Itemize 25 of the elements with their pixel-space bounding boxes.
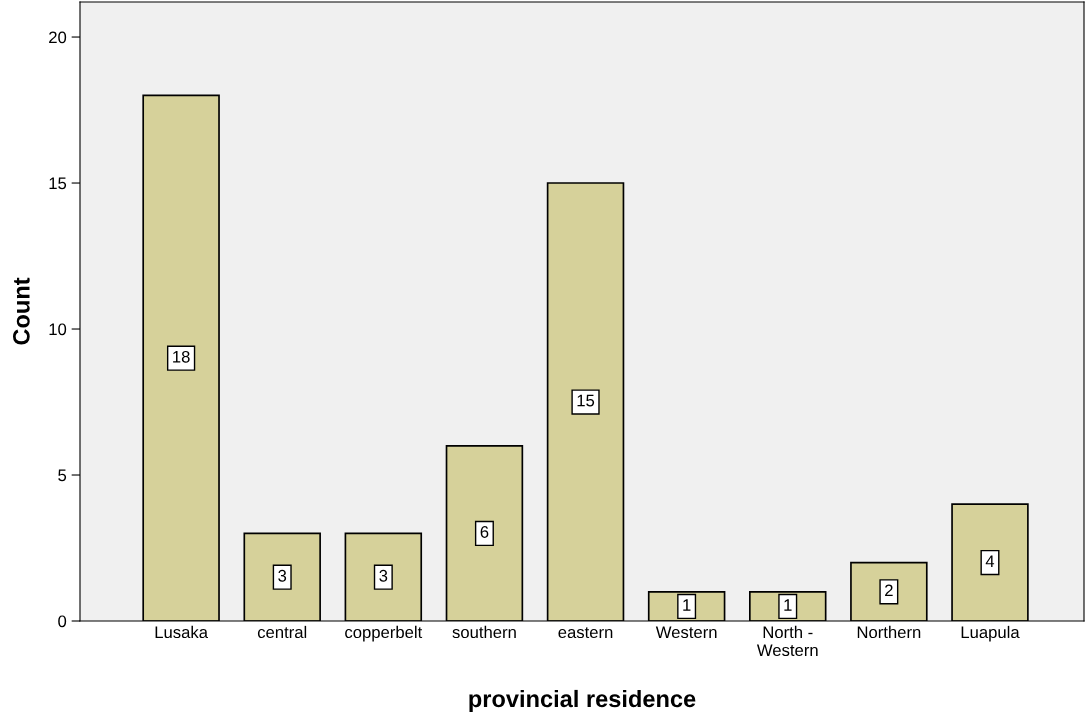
y-tick-label: 10 xyxy=(49,323,67,336)
y-tick-label: 15 xyxy=(49,177,67,190)
x-tick-label: central xyxy=(257,625,307,639)
data-label: 4 xyxy=(985,555,995,567)
data-label: 6 xyxy=(480,526,489,538)
x-tick-label: Lusaka xyxy=(155,625,208,639)
data-label: 3 xyxy=(278,569,287,582)
data-label: 15 xyxy=(577,394,595,407)
x-tick-label: southern xyxy=(452,625,516,639)
data-label: 1 xyxy=(683,599,691,611)
y-tick-label: 5 xyxy=(58,469,67,482)
data-label: 1 xyxy=(784,599,792,611)
x-tick-label: Northern xyxy=(857,625,921,639)
data-label: 2 xyxy=(885,584,893,597)
y-axis-title: Count xyxy=(12,277,30,345)
data-label: 3 xyxy=(379,569,388,582)
x-axis-title: provincial residence xyxy=(469,689,696,712)
x-tick-label: Western xyxy=(655,626,717,639)
y-tick-label: 0 xyxy=(58,615,67,628)
x-tick-label: Luapula xyxy=(961,625,1020,642)
x-tick-label: eastern xyxy=(558,627,613,639)
y-tick-label: 20 xyxy=(49,31,67,44)
data-label: 18 xyxy=(173,350,190,363)
x-tick-label: copperbelt xyxy=(345,625,423,642)
x-tick-label: North - Western xyxy=(756,625,818,657)
